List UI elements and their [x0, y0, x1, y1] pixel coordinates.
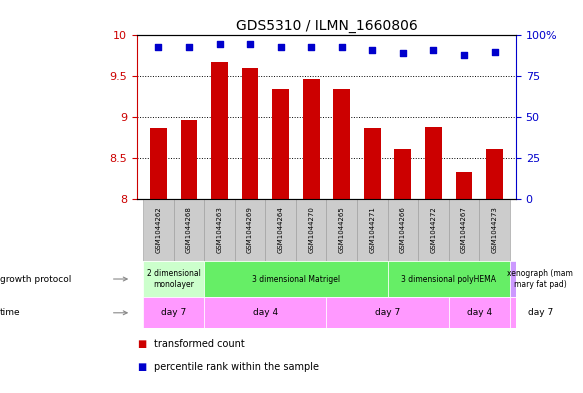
Text: GSM1044265: GSM1044265 — [339, 206, 345, 253]
Bar — [174, 199, 204, 261]
Text: GSM1044266: GSM1044266 — [400, 206, 406, 253]
Point — [490, 49, 499, 55]
Text: growth protocol: growth protocol — [0, 275, 71, 283]
Bar — [242, 68, 258, 199]
Bar — [143, 199, 174, 261]
Bar — [479, 199, 510, 261]
Text: day 7: day 7 — [375, 308, 400, 317]
Bar — [296, 199, 326, 261]
Text: GSM1044272: GSM1044272 — [430, 206, 437, 253]
Point — [429, 47, 438, 53]
Text: GSM1044263: GSM1044263 — [216, 206, 223, 253]
Bar — [510, 261, 571, 298]
Point — [307, 44, 316, 50]
Text: 2 dimensional
monolayer: 2 dimensional monolayer — [147, 269, 201, 289]
Text: time: time — [0, 308, 20, 317]
Bar — [204, 298, 326, 328]
Bar — [510, 298, 571, 328]
Bar — [357, 199, 388, 261]
Text: ■: ■ — [137, 362, 146, 373]
Text: day 7: day 7 — [161, 308, 187, 317]
Bar — [204, 261, 388, 298]
Bar — [571, 298, 583, 328]
Text: day 4: day 4 — [467, 308, 492, 317]
Point — [276, 44, 285, 50]
Bar — [449, 199, 479, 261]
Bar — [364, 128, 381, 199]
Bar — [418, 199, 449, 261]
Bar — [425, 127, 442, 199]
Point — [459, 52, 469, 58]
Text: 3 dimensional polyHEMA: 3 dimensional polyHEMA — [401, 275, 496, 283]
Bar — [455, 172, 472, 199]
Bar — [333, 90, 350, 199]
Point — [215, 40, 224, 47]
Bar — [449, 298, 510, 328]
Bar — [143, 261, 204, 298]
Point — [245, 40, 255, 47]
Text: 3 dimensional Matrigel: 3 dimensional Matrigel — [252, 275, 340, 283]
Text: xenograph (mam
mary fat pad): xenograph (mam mary fat pad) — [507, 269, 573, 289]
Text: GSM1044273: GSM1044273 — [491, 206, 497, 253]
Bar — [272, 90, 289, 199]
Point — [154, 44, 163, 50]
Bar — [235, 199, 265, 261]
Text: transformed count: transformed count — [154, 339, 245, 349]
Text: day 7: day 7 — [528, 308, 553, 317]
Point — [184, 44, 194, 50]
Text: day 4: day 4 — [253, 308, 278, 317]
Bar — [388, 199, 418, 261]
Text: GSM1044270: GSM1044270 — [308, 206, 314, 253]
Text: GSM1044267: GSM1044267 — [461, 206, 467, 253]
Text: GSM1044271: GSM1044271 — [369, 206, 375, 253]
Bar — [395, 149, 411, 199]
Bar — [204, 199, 235, 261]
Bar — [326, 199, 357, 261]
Bar — [150, 128, 167, 199]
Text: GSM1044268: GSM1044268 — [186, 206, 192, 253]
Bar — [265, 199, 296, 261]
Text: GSM1044264: GSM1044264 — [278, 206, 284, 253]
Bar — [303, 79, 319, 199]
Title: GDS5310 / ILMN_1660806: GDS5310 / ILMN_1660806 — [236, 19, 417, 33]
Point — [368, 47, 377, 53]
Text: GSM1044262: GSM1044262 — [156, 206, 161, 253]
Bar — [181, 120, 198, 199]
Bar — [143, 298, 204, 328]
Text: ■: ■ — [137, 339, 146, 349]
Point — [337, 44, 346, 50]
Bar — [388, 261, 510, 298]
Bar — [211, 62, 228, 199]
Bar — [486, 149, 503, 199]
Text: percentile rank within the sample: percentile rank within the sample — [154, 362, 319, 373]
Bar — [326, 298, 449, 328]
Text: GSM1044269: GSM1044269 — [247, 206, 253, 253]
Point — [398, 50, 408, 57]
